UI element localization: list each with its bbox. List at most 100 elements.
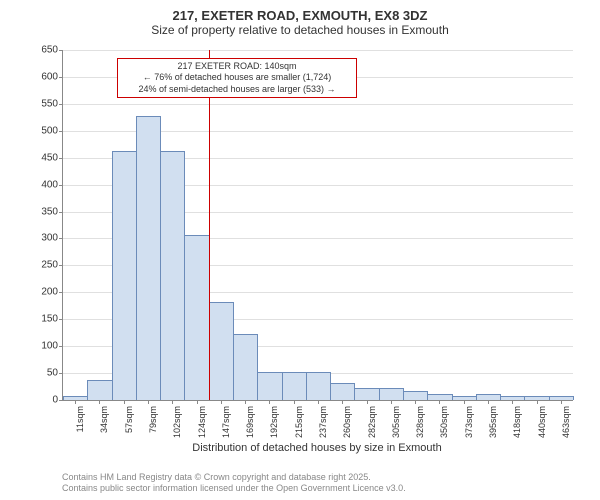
x-tick-mark (488, 400, 489, 404)
gridline (63, 104, 573, 105)
x-tick-mark (391, 400, 392, 404)
x-tick-mark (512, 400, 513, 404)
footer-note: Contains HM Land Registry data © Crown c… (62, 472, 406, 494)
y-tick-mark (59, 77, 63, 78)
y-tick-mark (59, 265, 63, 266)
y-tick-label: 100 (41, 341, 58, 352)
chart-container: 217, EXETER ROAD, EXMOUTH, EX8 3DZ Size … (0, 0, 600, 500)
x-tick-mark (367, 400, 368, 404)
x-tick-label: 237sqm (318, 406, 328, 446)
title-block: 217, EXETER ROAD, EXMOUTH, EX8 3DZ Size … (0, 0, 600, 37)
histogram-bar (136, 116, 161, 400)
x-tick-mark (245, 400, 246, 404)
histogram-bar (330, 383, 355, 400)
plot-area: 11sqm34sqm57sqm79sqm102sqm124sqm147sqm16… (62, 50, 573, 401)
histogram-bar (112, 151, 137, 400)
x-tick-mark (439, 400, 440, 404)
annotation-line: 24% of semi-detached houses are larger (… (122, 84, 352, 95)
x-tick-label: 328sqm (415, 406, 425, 446)
annotation-line: ← 76% of detached houses are smaller (1,… (122, 72, 352, 83)
y-tick-label: 150 (41, 314, 58, 325)
chart-title: 217, EXETER ROAD, EXMOUTH, EX8 3DZ (0, 8, 600, 23)
y-tick-mark (59, 292, 63, 293)
y-tick-mark (59, 212, 63, 213)
x-tick-label: 34sqm (99, 406, 109, 446)
x-tick-label: 463sqm (561, 406, 571, 446)
x-tick-label: 440sqm (537, 406, 547, 446)
x-tick-label: 215sqm (294, 406, 304, 446)
y-tick-label: 250 (41, 260, 58, 271)
x-tick-mark (99, 400, 100, 404)
histogram-bar (233, 334, 258, 400)
histogram-bar (354, 388, 379, 400)
x-tick-mark (464, 400, 465, 404)
reference-line (209, 50, 210, 400)
y-tick-mark (59, 50, 63, 51)
y-tick-mark (59, 400, 63, 401)
chart-subtitle: Size of property relative to detached ho… (0, 23, 600, 37)
x-tick-label: 305sqm (391, 406, 401, 446)
x-tick-mark (342, 400, 343, 404)
histogram-bar (379, 388, 404, 400)
x-tick-label: 79sqm (148, 406, 158, 446)
y-tick-label: 500 (41, 125, 58, 136)
annotation-box: 217 EXETER ROAD: 140sqm← 76% of detached… (117, 58, 357, 98)
y-tick-label: 400 (41, 179, 58, 190)
x-tick-label: 57sqm (124, 406, 134, 446)
histogram-bar (257, 372, 282, 400)
x-tick-mark (294, 400, 295, 404)
x-tick-label: 260sqm (342, 406, 352, 446)
x-axis-label: Distribution of detached houses by size … (62, 442, 572, 454)
x-tick-mark (415, 400, 416, 404)
x-tick-mark (124, 400, 125, 404)
y-tick-mark (59, 238, 63, 239)
x-tick-label: 350sqm (439, 406, 449, 446)
histogram-bar (306, 372, 331, 400)
y-tick-mark (59, 185, 63, 186)
x-tick-mark (221, 400, 222, 404)
y-tick-mark (59, 373, 63, 374)
x-tick-label: 11sqm (75, 406, 85, 446)
x-tick-label: 282sqm (367, 406, 377, 446)
x-tick-mark (148, 400, 149, 404)
x-tick-mark (318, 400, 319, 404)
histogram-bar (184, 235, 209, 400)
y-tick-label: 650 (41, 45, 58, 56)
histogram-bar (403, 391, 428, 400)
gridline (63, 50, 573, 51)
x-tick-mark (561, 400, 562, 404)
x-tick-label: 147sqm (221, 406, 231, 446)
y-tick-label: 600 (41, 71, 58, 82)
y-tick-mark (59, 158, 63, 159)
x-tick-mark (197, 400, 198, 404)
y-tick-label: 550 (41, 98, 58, 109)
x-tick-label: 169sqm (245, 406, 255, 446)
y-tick-label: 450 (41, 152, 58, 163)
x-tick-label: 395sqm (488, 406, 498, 446)
histogram-bar (209, 302, 234, 400)
x-tick-label: 418sqm (512, 406, 522, 446)
x-tick-label: 102sqm (172, 406, 182, 446)
x-tick-label: 192sqm (269, 406, 279, 446)
y-tick-label: 300 (41, 233, 58, 244)
annotation-line: 217 EXETER ROAD: 140sqm (122, 61, 352, 72)
y-tick-mark (59, 131, 63, 132)
histogram-bar (160, 151, 185, 400)
footer-line-1: Contains HM Land Registry data © Crown c… (62, 472, 406, 483)
y-tick-label: 200 (41, 287, 58, 298)
y-tick-label: 350 (41, 206, 58, 217)
y-tick-mark (59, 346, 63, 347)
x-tick-mark (75, 400, 76, 404)
x-tick-mark (269, 400, 270, 404)
y-tick-label: 0 (52, 395, 58, 406)
x-tick-mark (537, 400, 538, 404)
y-tick-mark (59, 104, 63, 105)
x-tick-mark (172, 400, 173, 404)
x-tick-label: 124sqm (197, 406, 207, 446)
y-tick-mark (59, 319, 63, 320)
x-tick-label: 373sqm (464, 406, 474, 446)
footer-line-2: Contains public sector information licen… (62, 483, 406, 494)
histogram-bar (87, 380, 112, 400)
y-tick-label: 50 (47, 368, 58, 379)
histogram-bar (282, 372, 307, 400)
